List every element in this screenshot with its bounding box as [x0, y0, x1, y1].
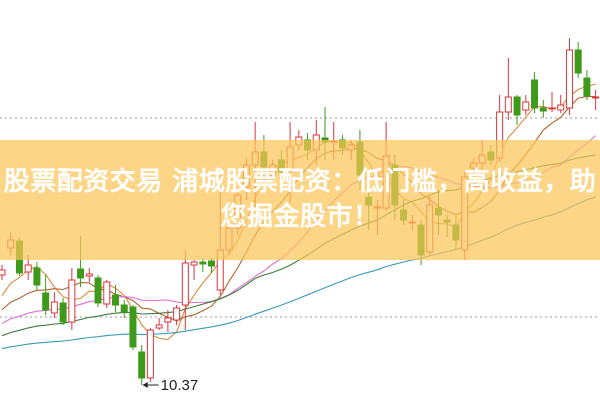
up-candle	[85, 268, 93, 282]
candle-body	[94, 277, 102, 304]
candle-body	[164, 317, 172, 323]
candle-body	[173, 307, 181, 321]
up-candle	[50, 292, 58, 318]
low-marker-arrow-head	[142, 382, 148, 388]
up-candle	[146, 328, 154, 382]
up-candle	[0, 265, 6, 280]
up-candle	[592, 90, 600, 110]
down-candle	[208, 258, 216, 273]
up-candle	[164, 310, 172, 332]
candle-body	[513, 96, 521, 116]
candle-body	[129, 306, 137, 348]
up-candle	[190, 260, 198, 280]
candle-body	[24, 264, 32, 273]
down-candle	[94, 275, 102, 307]
candle-body	[50, 301, 58, 314]
candle-body	[59, 302, 67, 323]
candle-body	[155, 324, 163, 329]
candle-body	[111, 294, 119, 306]
up-candle	[173, 305, 181, 325]
down-candle	[513, 95, 521, 125]
low-price-marker: 10.37	[142, 377, 199, 394]
candle-body	[208, 260, 216, 267]
up-candle	[504, 58, 512, 120]
candle-body	[85, 273, 93, 277]
candle-body	[0, 269, 6, 276]
candle-body	[138, 351, 146, 379]
candle-body	[68, 279, 76, 323]
candle-body	[199, 261, 207, 265]
headline-line-1: 股票配资交易 浦城股票配资：低门槛，高收益，助	[3, 167, 597, 197]
down-candle	[199, 258, 207, 272]
candle-body	[565, 49, 573, 109]
up-candle	[155, 318, 163, 330]
low-price-label: 10.37	[161, 377, 199, 394]
down-candle	[120, 300, 128, 318]
down-candle	[129, 305, 137, 350]
candle-body	[531, 79, 539, 109]
candle-body	[583, 77, 591, 97]
down-candle	[33, 262, 41, 290]
down-candle	[59, 298, 67, 325]
up-candle	[68, 268, 76, 330]
candle-body	[103, 281, 111, 305]
candle-body	[42, 292, 50, 311]
candle-body	[548, 107, 556, 110]
down-candle	[574, 42, 582, 78]
candle-body	[522, 101, 530, 111]
candle-body	[592, 96, 600, 99]
down-candle	[539, 100, 547, 118]
up-candle	[181, 250, 189, 330]
up-candle	[548, 92, 556, 112]
headline-line-2: 您掘金股市！	[220, 202, 380, 232]
candle-body	[146, 329, 154, 379]
candle-body	[574, 49, 582, 74]
candle-body	[190, 261, 198, 266]
candle-body	[539, 107, 547, 112]
candle-body	[120, 304, 128, 313]
candle-body	[557, 104, 565, 111]
up-candle	[103, 280, 111, 308]
candle-body	[504, 96, 512, 113]
up-candle	[557, 95, 565, 113]
candle-body	[181, 262, 189, 306]
up-candle	[522, 95, 530, 115]
candle-body	[33, 267, 41, 286]
down-candle	[531, 72, 539, 113]
up-candle	[565, 38, 573, 115]
down-candle	[138, 345, 146, 385]
down-candle	[583, 70, 591, 100]
candle-body	[77, 268, 85, 279]
down-candle	[42, 275, 50, 315]
down-candle	[111, 285, 119, 312]
headline-banner: 股票配资交易 浦城股票配资：低门槛，高收益，助 您掘金股市！	[0, 140, 600, 260]
